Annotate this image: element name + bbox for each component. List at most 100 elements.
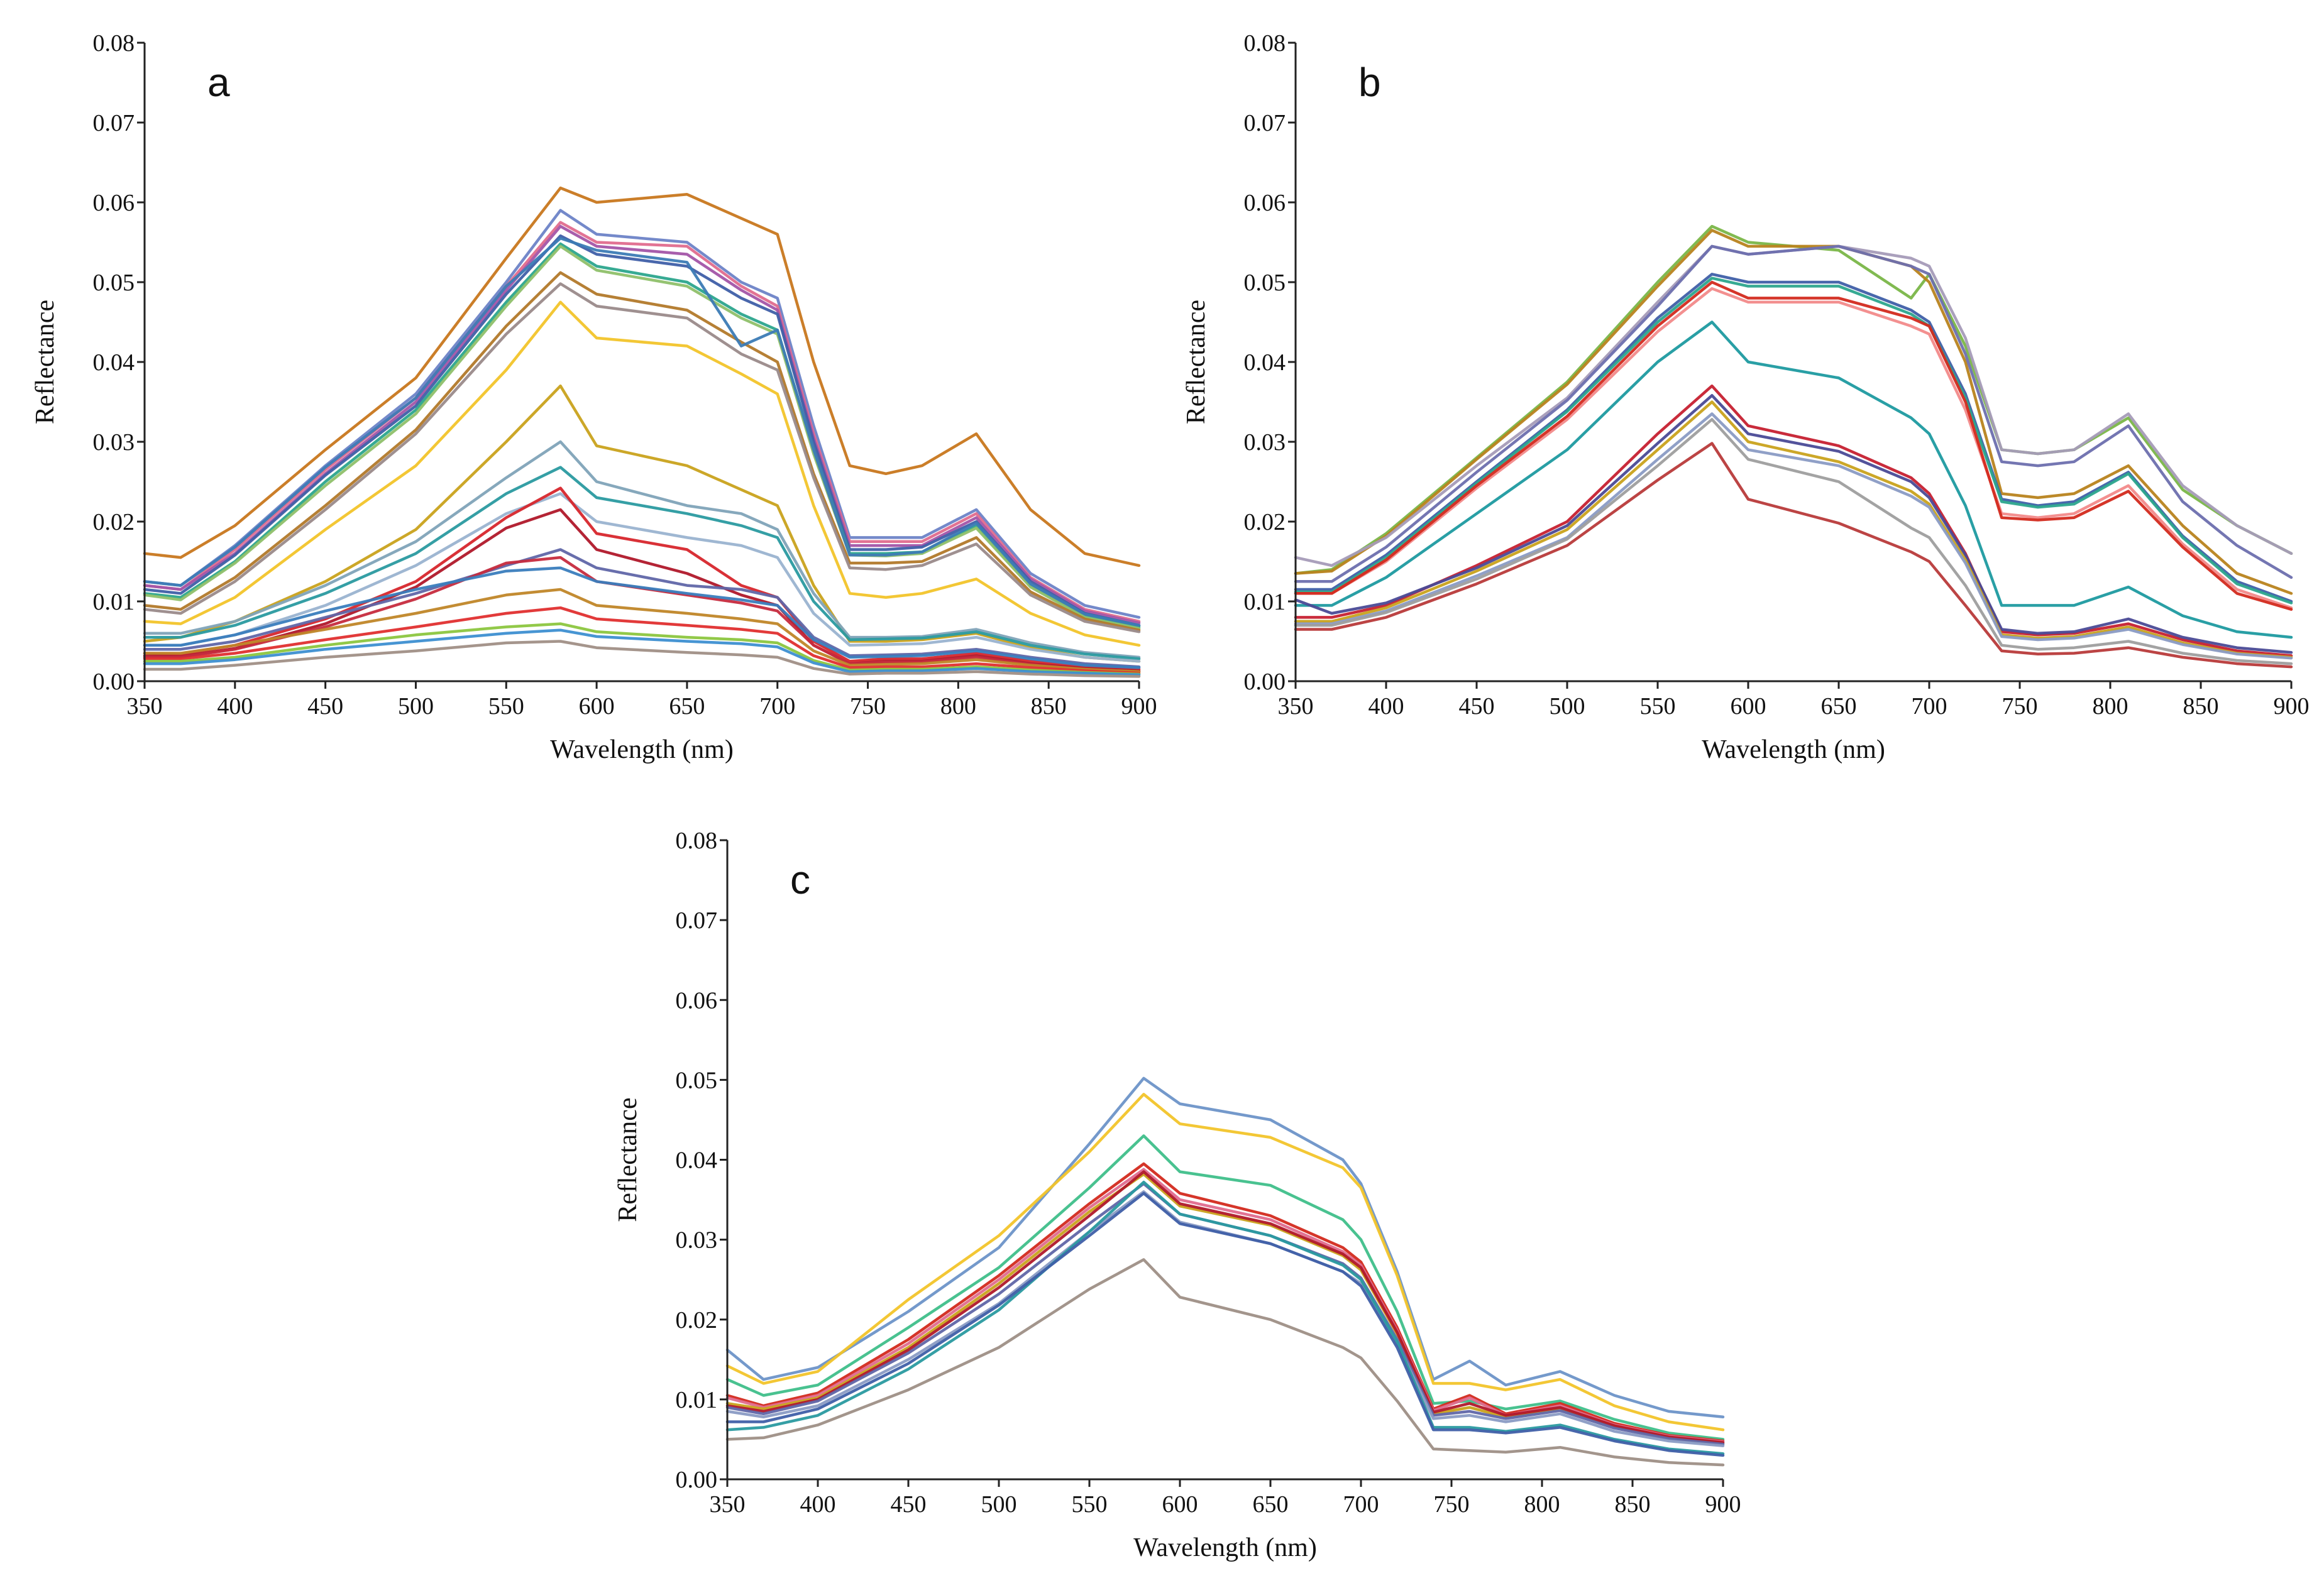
y-tick-label: 0.04 — [676, 1148, 718, 1174]
x-tick-label: 550 — [1072, 1491, 1108, 1518]
y-tick-label: 0.03 — [1244, 429, 1286, 456]
series-line-a20 — [143, 566, 1141, 669]
series-line-c1 — [725, 1076, 1725, 1419]
y-tick-label: 0.01 — [1244, 589, 1286, 615]
series-line-a6 — [143, 242, 1141, 628]
x-tick-label: 650 — [669, 693, 705, 720]
x-tick-label: 850 — [1615, 1491, 1651, 1518]
series-line-b7 — [1294, 287, 2293, 610]
series-line-a3 — [143, 221, 1141, 623]
series-line-b2 — [1294, 229, 2293, 595]
y-tick-label: 0.01 — [676, 1387, 718, 1413]
series-line-a4 — [143, 224, 1141, 625]
y-tick-label: 0.07 — [93, 110, 135, 136]
y-tick-label: 0.07 — [676, 907, 718, 934]
series-line-a11 — [143, 300, 1141, 647]
y-axis-title: Reflectance — [1182, 300, 1211, 424]
x-tick-label: 700 — [759, 693, 795, 720]
x-tick-label: 350 — [127, 693, 163, 720]
x-tick-label: 750 — [1434, 1491, 1470, 1518]
y-tick-label: 0.00 — [1244, 669, 1286, 695]
y-tick-label: 0.02 — [1244, 509, 1286, 535]
y-tick-label: 0.06 — [1244, 190, 1286, 216]
series-line-c11 — [725, 1191, 1725, 1457]
series-line-b11 — [1294, 394, 2293, 654]
x-tick-label: 600 — [1731, 693, 1766, 720]
series-line-b8 — [1294, 280, 2293, 611]
chart-panel-a: 350 400 450 500 550 600 650 700 750 800 850 900 0.00… — [31, 30, 1157, 764]
y-tick-label: 0.03 — [676, 1227, 718, 1254]
x-tick-label: 550 — [1640, 693, 1676, 720]
y-tick-label: 0.06 — [93, 190, 135, 216]
x-tick-label: 800 — [1524, 1491, 1560, 1518]
x-tick-label: 750 — [2002, 693, 2038, 720]
series-line-a10 — [143, 236, 1141, 627]
x-tick-label: 850 — [1031, 693, 1067, 720]
series-line-a7 — [143, 244, 1141, 630]
series-group — [143, 186, 1141, 678]
series-line-a23 — [143, 622, 1141, 676]
x-axis-title: Wavelength (nm) — [1702, 735, 1885, 764]
x-tick-label: 750 — [850, 693, 886, 720]
series-line-a24 — [143, 628, 1141, 677]
x-tick-label: 650 — [1253, 1491, 1289, 1518]
x-tick-label: 700 — [1343, 1491, 1379, 1518]
series-line-c3 — [725, 1134, 1725, 1441]
chart-panel-c: 350 400 450 500 550 600 650 700 750 800 850 900 0.00… — [614, 828, 1741, 1562]
x-tick-label: 500 — [398, 693, 434, 720]
series-line-b12 — [1294, 400, 2293, 659]
series-line-b4 — [1294, 244, 2293, 583]
series-line-a18 — [143, 548, 1141, 669]
series-line-b13 — [1294, 412, 2293, 660]
series-line-b6 — [1294, 277, 2293, 605]
series-line-b1 — [1294, 224, 2293, 575]
x-tick-label: 800 — [2093, 693, 2128, 720]
x-tick-label: 500 — [981, 1491, 1017, 1518]
y-tick-label: 0.02 — [676, 1307, 718, 1334]
series-line-a19 — [143, 556, 1141, 674]
series-line-c10 — [725, 1180, 1725, 1455]
series-group — [725, 1076, 1725, 1467]
series-line-a13 — [143, 440, 1141, 659]
y-axis-title: Reflectance — [614, 1097, 642, 1222]
x-tick-label: 350 — [710, 1491, 746, 1518]
x-tick-label: 450 — [1459, 693, 1495, 720]
y-tick-label: 0.05 — [93, 270, 135, 296]
panel-letter: c — [790, 857, 810, 902]
series-line-c2 — [725, 1093, 1725, 1432]
x-tick-label: 500 — [1550, 693, 1585, 720]
series-line-c8 — [725, 1182, 1725, 1446]
series-line-a1 — [143, 186, 1141, 567]
x-tick-label: 900 — [1705, 1491, 1741, 1518]
y-tick-label: 0.04 — [93, 349, 135, 376]
y-tick-label: 0.03 — [93, 429, 135, 456]
x-tick-label: 900 — [1121, 693, 1157, 720]
series-line-a14 — [143, 466, 1141, 660]
series-line-b14 — [1294, 418, 2293, 666]
y-tick-label: 0.01 — [93, 589, 135, 615]
series-line-b3 — [1294, 244, 2293, 567]
y-tick-label: 0.08 — [93, 30, 135, 57]
x-tick-label: 400 — [800, 1491, 836, 1518]
series-line-a15 — [143, 492, 1141, 663]
x-tick-label: 650 — [1821, 693, 1857, 720]
series-line-c4 — [725, 1162, 1725, 1443]
series-line-c12 — [725, 1258, 1725, 1467]
x-tick-label: 800 — [940, 693, 976, 720]
series-line-a5 — [143, 234, 1141, 627]
x-tick-label: 350 — [1278, 693, 1314, 720]
x-tick-label: 850 — [2183, 693, 2219, 720]
series-line-a9 — [143, 282, 1141, 633]
y-tick-label: 0.08 — [1244, 30, 1286, 57]
x-tick-label: 550 — [488, 693, 524, 720]
y-tick-label: 0.06 — [676, 987, 718, 1014]
y-tick-label: 0.00 — [676, 1467, 718, 1493]
series-line-a12 — [143, 384, 1141, 663]
series-line-a25 — [143, 640, 1141, 678]
series-line-b10 — [1294, 384, 2293, 657]
panel-letter: a — [207, 60, 230, 105]
series-line-b9 — [1294, 320, 2293, 639]
x-tick-label: 700 — [1912, 693, 1947, 720]
x-tick-label: 400 — [1369, 693, 1404, 720]
